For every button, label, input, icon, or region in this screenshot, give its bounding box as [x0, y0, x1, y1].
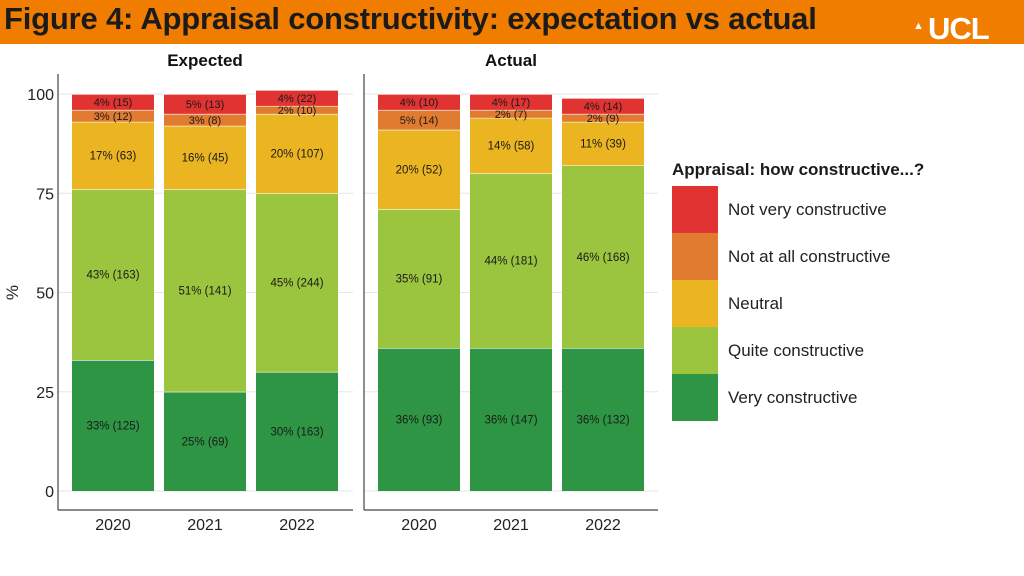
legend-item-not-very: Not very constructive [672, 186, 924, 233]
y-tick-label: 25 [36, 385, 54, 402]
data-label: 45% (244) [270, 278, 323, 290]
bar-segment [72, 94, 154, 110]
data-label: 46% (168) [576, 252, 629, 264]
data-label: 4% (22) [278, 93, 317, 105]
legend-label: Very constructive [728, 387, 858, 407]
data-label: 4% (15) [94, 97, 133, 109]
x-tick-label: 2020 [95, 517, 131, 534]
bar-segment [470, 173, 552, 349]
legend-title: Appraisal: how constructive...? [672, 160, 925, 179]
legend-swatch [672, 327, 718, 374]
legend-item-not-at-all: Not at all constructive [672, 233, 924, 280]
y-tick-label: 0 [45, 484, 54, 501]
legend-item-neutral: Neutral [672, 280, 924, 327]
data-label: 2% (9) [587, 113, 619, 125]
x-tick-label: 2021 [187, 517, 223, 534]
data-label: 2% (10) [278, 105, 317, 117]
bar-segment [378, 209, 460, 349]
legend-item-very: Very constructive [672, 374, 924, 421]
legend-swatch [672, 233, 718, 280]
x-tick-label: 2021 [493, 517, 529, 534]
data-label: 4% (10) [400, 97, 439, 109]
legend-label: Neutral [728, 293, 783, 313]
bar-segment [256, 371, 338, 491]
legend-label: Not very constructive [728, 199, 887, 219]
data-label: 30% (163) [270, 426, 323, 438]
data-label: 20% (52) [396, 164, 443, 176]
bar-segment [256, 113, 338, 194]
bar-segment [470, 109, 552, 118]
data-label: 5% (14) [400, 115, 439, 127]
legend-label: Quite constructive [728, 340, 865, 360]
dome-icon: ▲ [913, 20, 924, 32]
x-tick-label: 2022 [585, 517, 621, 534]
bar-segment [164, 125, 246, 190]
bar-segment [256, 90, 338, 106]
bar-segment [470, 117, 552, 174]
bar-segment [562, 165, 644, 349]
bar-segment [72, 121, 154, 190]
data-label: 16% (45) [182, 153, 229, 165]
data-label: 5% (13) [186, 99, 225, 111]
data-label: 35% (91) [396, 274, 443, 286]
ucl-logo: UCL [928, 11, 990, 46]
bar-segment [562, 121, 644, 166]
data-label: 20% (107) [270, 149, 323, 161]
legend-swatch [672, 374, 718, 421]
legend-swatch [672, 186, 718, 233]
x-tick-label: 2020 [401, 517, 437, 534]
stacked-bar-chart: 0 25 50 75 100% Expected 33% (125) 43% (163) 17%… [3, 51, 658, 534]
y-tick-label: 50 [36, 286, 54, 303]
data-label: 33% (125) [86, 420, 139, 432]
data-label: 11% (39) [580, 139, 626, 151]
bar-segment [378, 109, 460, 130]
data-label: 4% (17) [492, 97, 531, 109]
y-tick-label: 75 [36, 186, 54, 203]
y-axis-label: % [3, 285, 22, 300]
bar-segment [378, 348, 460, 491]
data-label: 2% (7) [495, 109, 527, 121]
bar-segment [72, 359, 154, 491]
panel-title: Actual [485, 51, 537, 70]
panel-title: Expected [167, 51, 243, 70]
data-label: 51% (141) [178, 286, 231, 298]
data-label: 36% (132) [576, 415, 629, 427]
bar-segment [378, 94, 460, 110]
bar-segment [164, 94, 246, 114]
bar-segment [72, 189, 154, 360]
title-banner: Figure 4: Appraisal constructivity: expe… [0, 0, 1024, 46]
page-title: Figure 4: Appraisal constructivity: expe… [4, 1, 817, 36]
y-tick-label: 100 [27, 87, 54, 104]
data-label: 43% (163) [86, 270, 139, 282]
data-label: 44% (181) [484, 256, 537, 268]
data-label: 4% (14) [584, 101, 623, 113]
bar-segment [164, 113, 246, 126]
data-label: 17% (63) [90, 151, 137, 163]
bar-segment [378, 129, 460, 210]
data-label: 14% (58) [488, 141, 535, 153]
bar-segment [470, 348, 552, 491]
bar-segment [562, 97, 644, 114]
data-label: 3% (8) [189, 115, 221, 127]
data-label: 3% (12) [94, 111, 133, 123]
bar-segment [470, 94, 552, 110]
bar-segment [164, 391, 246, 491]
legend-swatch [672, 280, 718, 327]
bar-segment [72, 109, 154, 122]
data-label: 36% (93) [396, 415, 443, 427]
legend-item-quite: Quite constructive [672, 327, 924, 374]
bar-segment [562, 348, 644, 491]
bar-segment [256, 193, 338, 372]
x-tick-label: 2022 [279, 517, 315, 534]
legend: Appraisal: how constructive...? Not very… [672, 160, 924, 421]
data-label: 25% (69) [182, 436, 229, 448]
legend-label: Not at all constructive [728, 246, 891, 266]
bar-segment [164, 189, 246, 392]
bar-segment [256, 105, 338, 114]
bar-segment [562, 113, 644, 122]
data-label: 36% (147) [484, 415, 537, 427]
